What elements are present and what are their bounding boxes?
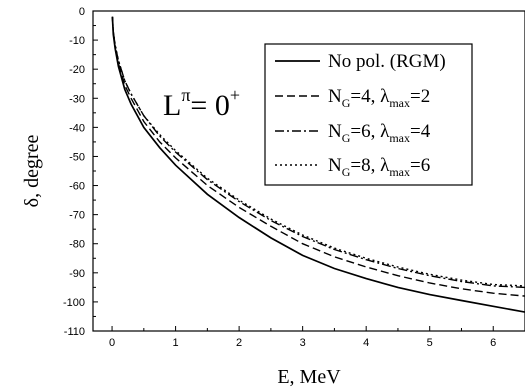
legend-label-part: =6 [410,155,430,176]
plot-area: 0 1 2 3 4 5 6 0 -10 -20 -30 -40 -50 -60 -70 -80 -90 -100… [63,6,525,349]
x-tick-label: 4 [363,337,369,349]
annotation-sup2: + [230,85,240,105]
legend-label-part: G [342,96,351,110]
x-tick-label: 1 [173,337,179,349]
legend-label-part: =2 [410,86,430,107]
y-tick-label: -60 [69,181,85,193]
legend-label-part: N [328,155,342,176]
legend-label-part: N [328,121,342,142]
y-tick-label: -70 [69,210,85,222]
x-tick-label: 5 [427,337,433,349]
legend-label-part: No pol. (RGM) [328,51,446,72]
legend-label-1: No pol. (RGM) [328,51,446,72]
legend-label-part: N [328,86,342,107]
legend-label-part: max [389,131,410,145]
y-tick-label: 0 [79,6,85,18]
legend-label-2: NG=4, λmax=2 [328,86,430,110]
y-tick-label: -110 [64,326,85,338]
y-tick-label: -100 [63,297,85,309]
legend-label-part: =4, λ [350,86,390,107]
legend-entries: No pol. (RGM)NG=4, λmax=2NG=6, λmax=4NG=… [275,51,446,179]
y-tick-label: -30 [69,93,85,105]
annotation-rest: = 0 [190,89,229,122]
x-axis-ticks: 0 1 2 3 4 5 6 [109,326,525,349]
y-axis-title: δ, degree [21,135,43,208]
y-tick-label: -50 [69,151,85,163]
y-tick-label: -90 [69,268,85,280]
x-axis-title: E, MeV [277,366,341,388]
series-line-2 [111,16,525,297]
legend-label-part: =8, λ [350,155,390,176]
y-tick-label: -40 [69,122,85,134]
legend-label-part: =6, λ [350,121,390,142]
x-tick-label: 2 [236,337,242,349]
legend-label-3: NG=6, λmax=4 [328,121,431,145]
series-line-1 [111,16,525,313]
annotation-L-pi-0plus: Lπ= 0+ [163,85,240,122]
annotation-base: L [163,89,181,122]
annotation-sup: π [181,85,190,105]
x-tick-label: 6 [490,337,496,349]
legend: No pol. (RGM)NG=4, λmax=2NG=6, λmax=4NG=… [264,43,473,186]
legend-label-part: max [389,96,410,110]
legend-label-part: =4 [410,121,431,142]
legend-label-4: NG=8, λmax=6 [328,155,430,179]
y-tick-label: -10 [69,35,85,47]
series-line-3 [111,16,525,289]
legend-label-part: G [342,165,351,179]
legend-label-part: max [389,165,410,179]
x-tick-label: 3 [300,337,306,349]
y-tick-label: -80 [69,239,85,251]
legend-label-part: G [342,131,351,145]
y-tick-label: -20 [69,64,85,76]
y-axis-ticks: 0 -10 -20 -30 -40 -50 -60 -70 -80 -90 -100 -110 [63,6,98,338]
x-tick-label: 0 [109,337,115,349]
legend-box [264,43,473,186]
series-curves [111,16,525,313]
